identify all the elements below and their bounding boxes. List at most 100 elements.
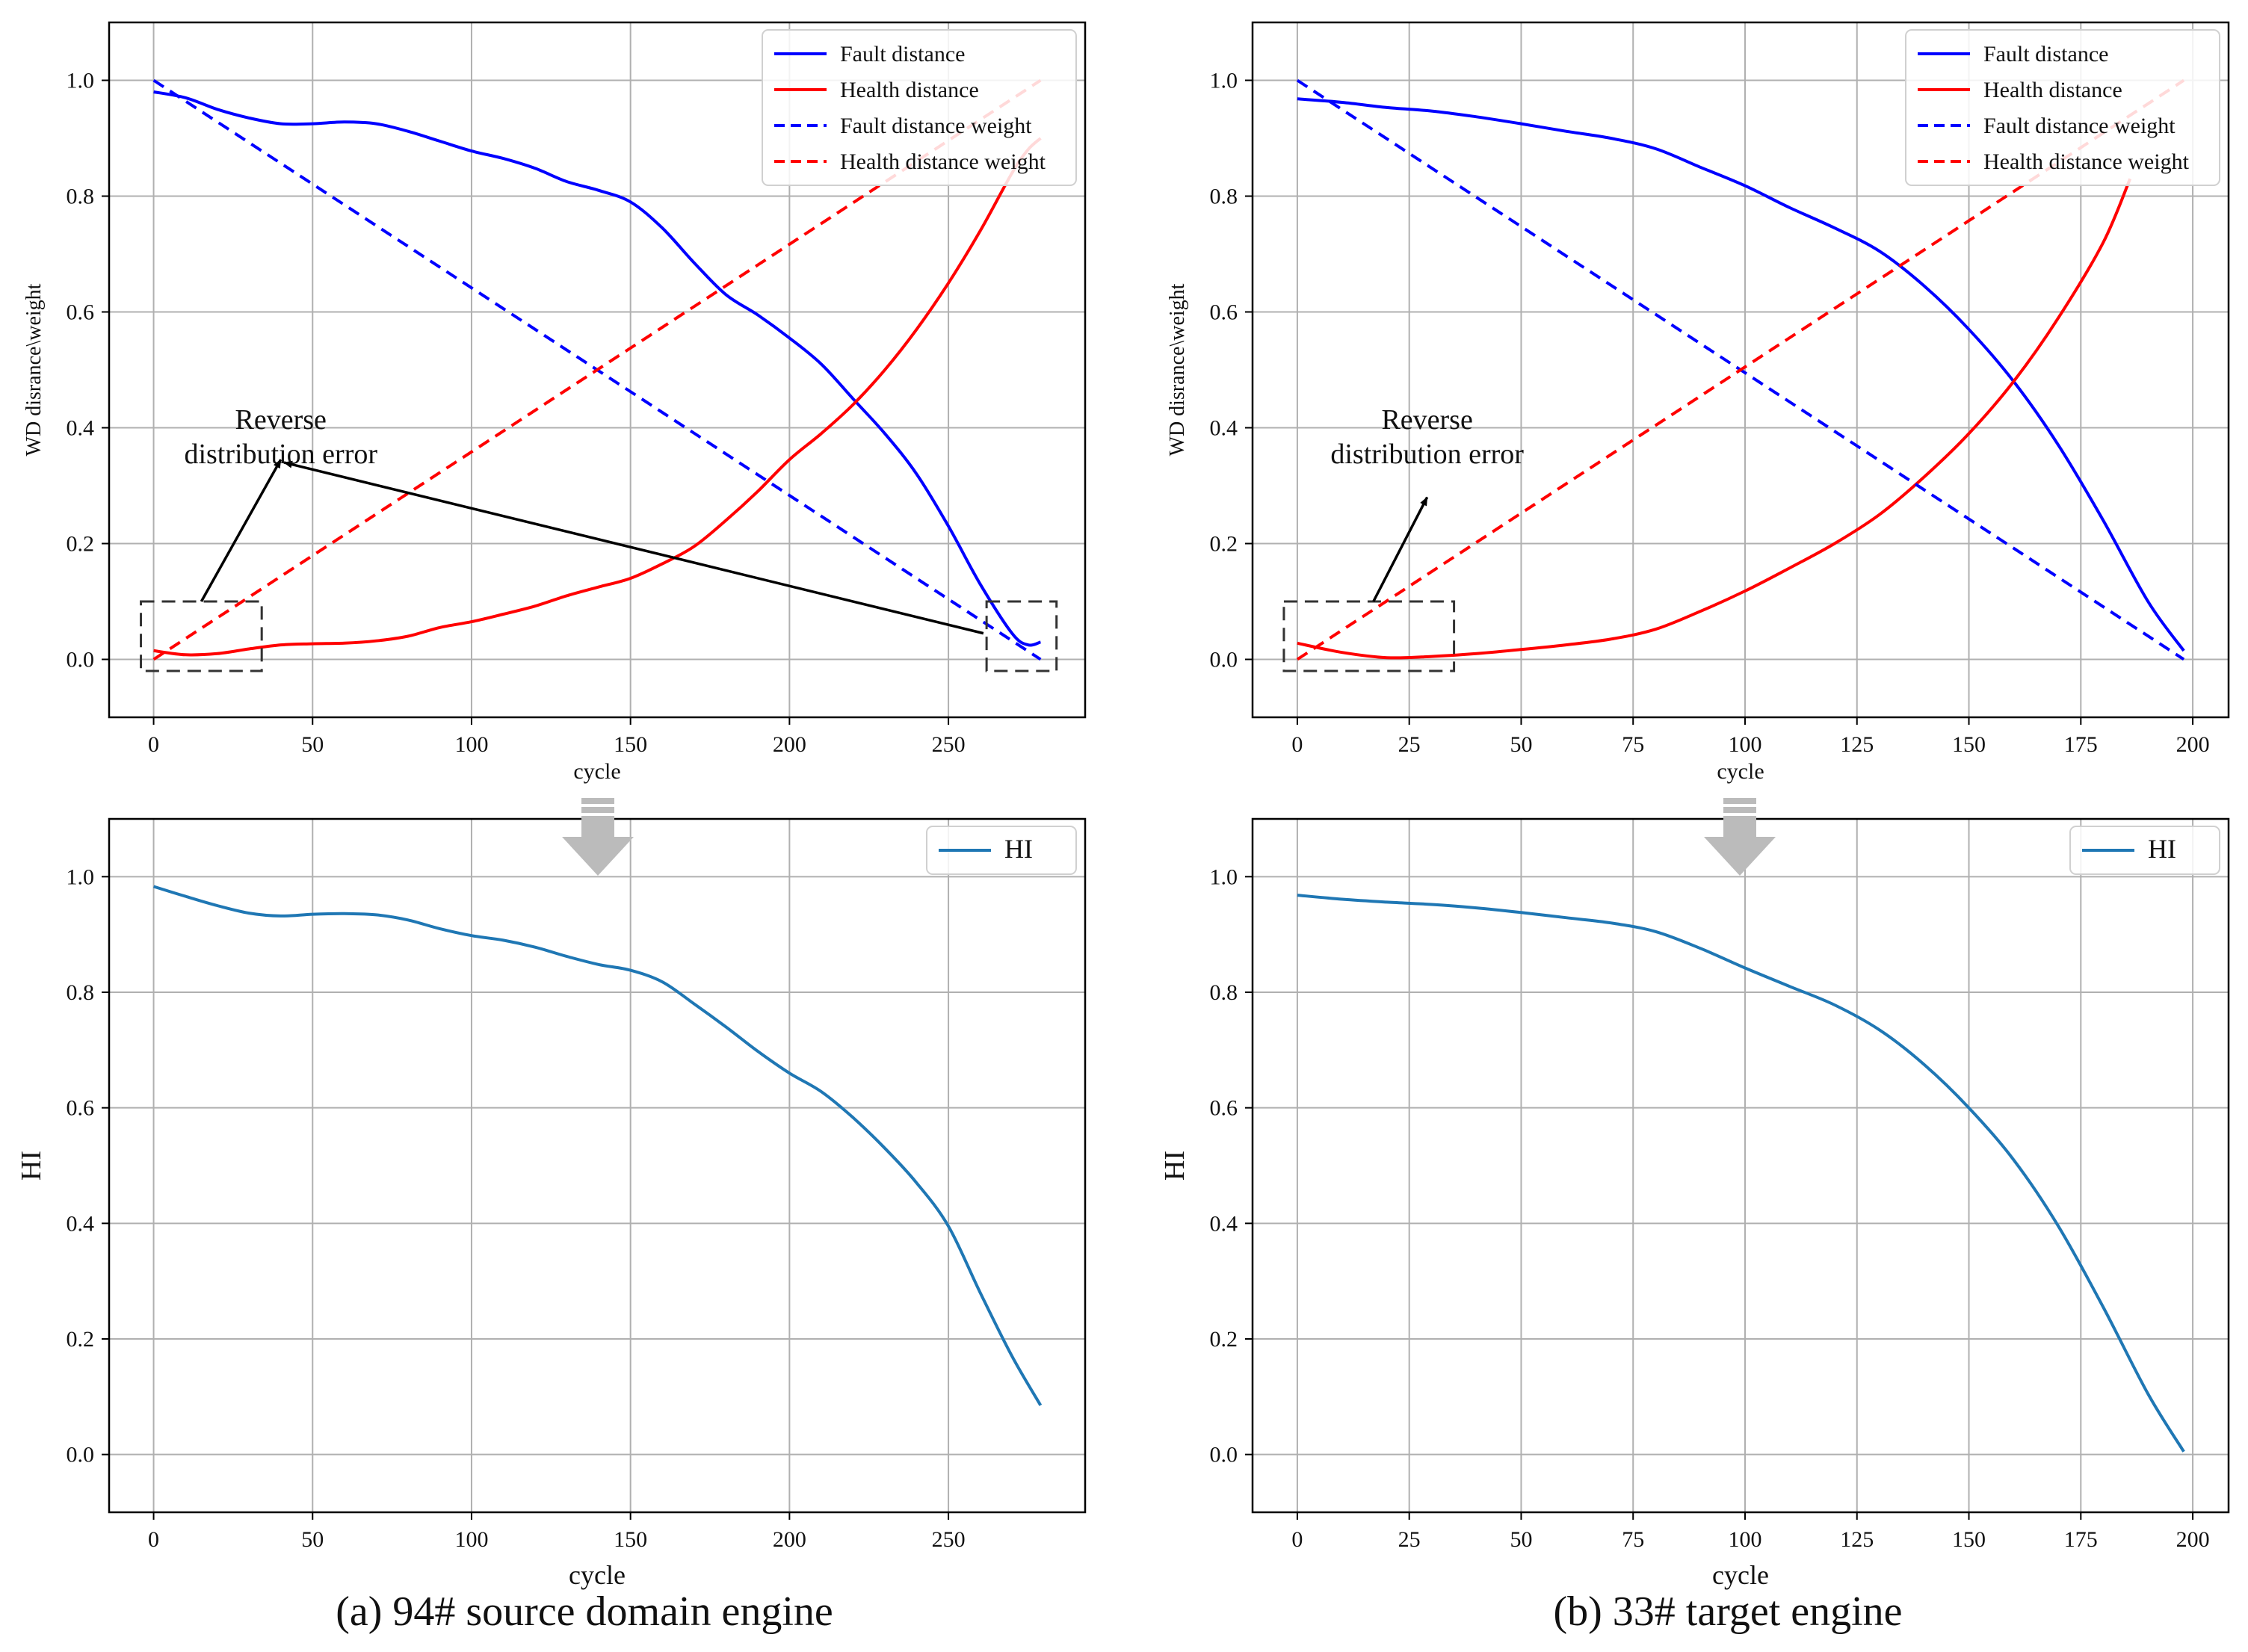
axes-frame — [1251, 817, 2230, 1514]
legend-label: HI — [2148, 834, 2176, 864]
x-tick-label: 200 — [2176, 732, 2210, 757]
y-tick-label: 0.8 — [1210, 980, 1238, 1005]
down-arrow-shaft — [581, 816, 614, 838]
x-tick-label: 100 — [1728, 1527, 1761, 1552]
legend-label: Fault distance — [1983, 42, 2108, 66]
legend-label: HI — [1004, 834, 1033, 864]
series-line-hi — [153, 885, 1043, 1406]
legend-label: Health distance — [840, 78, 979, 102]
series-line-fault-distance — [1297, 97, 2185, 652]
legend-frame — [1905, 29, 2220, 186]
chart-b-bottom: 0 25 50 75 100 125 150 175 200 0.0 0.2 0.4 0.6 0.8 1.0… — [1159, 817, 2230, 1590]
y-axis-label: WD disrance\weight — [1166, 283, 1189, 456]
down-arrow-icon — [1704, 798, 1776, 876]
x-tick-label: 50 — [1510, 1527, 1532, 1552]
y-tick-label: 0.4 — [67, 1211, 95, 1236]
x-tick-label: 150 — [614, 732, 647, 757]
legend: HI — [926, 826, 1077, 875]
axes-frame — [108, 817, 1087, 1514]
annotation-arrow — [283, 460, 984, 635]
series-line-health-distance — [1297, 178, 2132, 660]
chart-b-top: 0 25 50 75 100 125 150 175 200 0.0 0.2 0.4 0.6 0.8 1.0… — [1166, 21, 2230, 784]
y-axis-label: HI — [1159, 1151, 1191, 1181]
x-tick-label: 150 — [614, 1527, 647, 1552]
annotation-arrow — [200, 459, 282, 602]
x-tick-label: 175 — [2064, 1527, 2098, 1552]
x-tick-label: 0 — [1291, 1527, 1303, 1552]
chart-a-bottom: 0 50 100 150 200 250 0.0 0.2 0.4 0.6 0.8 1.0 cycle HI… — [16, 817, 1087, 1590]
y-tick-label: 0.8 — [1210, 185, 1238, 209]
x-axis-label: cycle — [1712, 1560, 1769, 1590]
annotation-label-line1: Reverse — [235, 404, 327, 436]
y-tick-label: 0.6 — [67, 1096, 95, 1121]
x-tick-label: 100 — [1728, 732, 1761, 757]
down-arrow-stripe — [1723, 798, 1756, 804]
legend-label: Health distance weight — [1983, 149, 2190, 174]
x-tick-label: 75 — [1622, 732, 1644, 757]
y-tick-label: 0.0 — [1210, 648, 1238, 672]
legend: Fault distance Health distance Fault dista… — [762, 29, 1077, 186]
y-tick-label: 1.0 — [1210, 864, 1238, 889]
chart-a-top: 0 50 100 150 200 250 0.0 0.2 0.4 0.6 0.8 1.0 cycle WD… — [22, 21, 1087, 784]
x-axis-label: cycle — [573, 759, 620, 784]
legend: Fault distance Health distance Fault dista… — [1905, 29, 2220, 186]
legend-label: Health distance weight — [840, 149, 1046, 174]
legend: HI — [2069, 826, 2220, 875]
x-axis-label: cycle — [1717, 759, 1764, 784]
x-tick-label: 200 — [773, 1527, 806, 1552]
charts-layer: 0 50 100 150 200 2500.00.20.40.60.81.0cycleWD… — [16, 21, 2230, 1590]
x-tick-label: 50 — [1510, 732, 1532, 757]
caption-a: (a) 94# source domain engine — [336, 1588, 833, 1635]
x-tick-label: 50 — [301, 1527, 324, 1552]
annotation-box — [985, 600, 1058, 672]
x-tick-label: 125 — [1840, 732, 1874, 757]
x-tick-label: 25 — [1398, 732, 1421, 757]
y-tick-label: 0.8 — [67, 980, 95, 1005]
series-line-health-distance — [153, 137, 1042, 657]
down-arrow-head — [562, 837, 634, 876]
y-tick-label: 0.4 — [1210, 1211, 1238, 1236]
y-tick-label: 0.6 — [67, 300, 95, 325]
x-tick-label: 175 — [2064, 732, 2098, 757]
y-tick-label: 0.4 — [1210, 416, 1238, 441]
x-tick-label: 125 — [1840, 1527, 1874, 1552]
legend-frame — [926, 826, 1077, 875]
x-tick-label: 0 — [1291, 732, 1303, 757]
x-tick-label: 100 — [454, 1527, 488, 1552]
y-tick-label: 0.0 — [1210, 1443, 1238, 1467]
y-tick-label: 0.2 — [67, 532, 95, 557]
x-tick-label: 75 — [1622, 1527, 1644, 1552]
x-tick-label: 150 — [1952, 732, 1986, 757]
down-arrow-icon — [562, 798, 634, 876]
y-tick-label: 1.0 — [67, 864, 95, 889]
legend-label: Fault distance — [840, 42, 965, 66]
legend-label: Fault distance weight — [840, 114, 1032, 138]
axes-frame — [108, 21, 1087, 719]
y-tick-label: 0.6 — [1210, 300, 1238, 325]
down-arrow-stripe — [1723, 807, 1756, 813]
annotation-arrow — [1372, 496, 1429, 602]
down-arrow-shaft — [1723, 816, 1756, 838]
x-tick-label: 0 — [148, 1527, 159, 1552]
y-axis-label: HI — [16, 1151, 47, 1181]
legend-frame — [2069, 826, 2220, 875]
series-line-hi — [1297, 894, 2185, 1453]
x-tick-label: 100 — [454, 732, 488, 757]
annotation-label-line2: distribution error — [1330, 439, 1524, 470]
annotation-label-line1: Reverse — [1381, 404, 1472, 436]
legend-frame — [762, 29, 1077, 186]
x-tick-label: 150 — [1952, 1527, 1986, 1552]
down-arrow-head — [1704, 837, 1776, 876]
x-tick-label: 25 — [1398, 1527, 1421, 1552]
x-tick-label: 250 — [932, 732, 966, 757]
axes-frame — [1251, 21, 2230, 719]
y-tick-label: 0.2 — [67, 1327, 95, 1352]
y-tick-label: 1.0 — [1210, 69, 1238, 93]
down-arrow-stripe — [581, 798, 614, 804]
y-tick-label: 0.8 — [67, 185, 95, 209]
x-tick-label: 200 — [773, 732, 806, 757]
x-tick-label: 250 — [932, 1527, 966, 1552]
y-tick-label: 0.4 — [67, 416, 95, 441]
legend-label: Health distance — [1983, 78, 2122, 102]
